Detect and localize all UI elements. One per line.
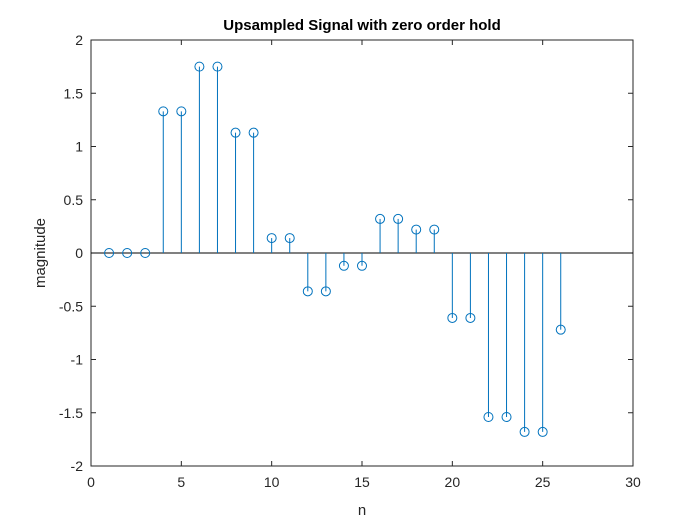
stem-marker xyxy=(519,426,530,437)
y-tick-label: -1.5 xyxy=(59,405,83,421)
stem-marker xyxy=(104,248,115,258)
y-tick-label: -2 xyxy=(71,458,84,474)
stem-marker xyxy=(357,260,367,271)
x-axis-label: n xyxy=(358,502,366,519)
axis-ticks: 0 5 10 15 20 25 30 2 1.5 1 0.5 0 -0.5 -1 -1.5 -2 xyxy=(59,32,641,490)
y-tick-label: -1 xyxy=(71,352,84,368)
stem-marker xyxy=(501,412,512,423)
stem-marker xyxy=(320,286,331,297)
x-tick-label: 10 xyxy=(264,474,280,490)
y-tick-label: 0.5 xyxy=(64,192,84,208)
y-tick-label: 0 xyxy=(75,245,83,261)
stem-marker xyxy=(447,312,458,323)
stem-markers xyxy=(104,61,566,437)
stem-marker xyxy=(555,324,566,335)
x-tick-label: 5 xyxy=(177,474,185,490)
stem-marker xyxy=(393,213,404,224)
stem-marker xyxy=(483,412,494,423)
chart-title: Upsampled Signal with zero order hold xyxy=(223,17,501,34)
x-tick-label: 20 xyxy=(445,474,461,490)
stem-marker xyxy=(248,127,259,138)
stem-marker xyxy=(411,224,422,235)
y-tick-label: 1.5 xyxy=(64,85,84,101)
stem-marker xyxy=(266,233,277,244)
stem-marker xyxy=(302,286,313,297)
x-tick-label: 0 xyxy=(87,474,95,490)
x-tick-label: 25 xyxy=(535,474,551,490)
y-axis-label: magnitude xyxy=(32,218,49,288)
stem-marker xyxy=(158,106,169,117)
x-tick-label: 30 xyxy=(625,474,641,490)
stem-marker xyxy=(140,248,151,258)
y-tick-label: 1 xyxy=(75,139,83,155)
stem-marker xyxy=(284,233,295,244)
stem-marker xyxy=(537,426,548,437)
stem-marker xyxy=(465,312,476,323)
stem-lines xyxy=(162,66,562,432)
y-tick-label: 2 xyxy=(75,32,83,48)
stem-marker xyxy=(230,127,241,138)
stem-marker xyxy=(176,106,187,117)
stem-marker xyxy=(212,61,223,72)
x-tick-label: 15 xyxy=(354,474,370,490)
stem-marker xyxy=(429,224,440,235)
y-tick-label: -0.5 xyxy=(59,298,83,314)
stem-marker xyxy=(338,260,349,271)
stem-marker xyxy=(375,213,386,224)
stem-marker xyxy=(194,61,205,72)
stem-marker xyxy=(122,248,133,258)
